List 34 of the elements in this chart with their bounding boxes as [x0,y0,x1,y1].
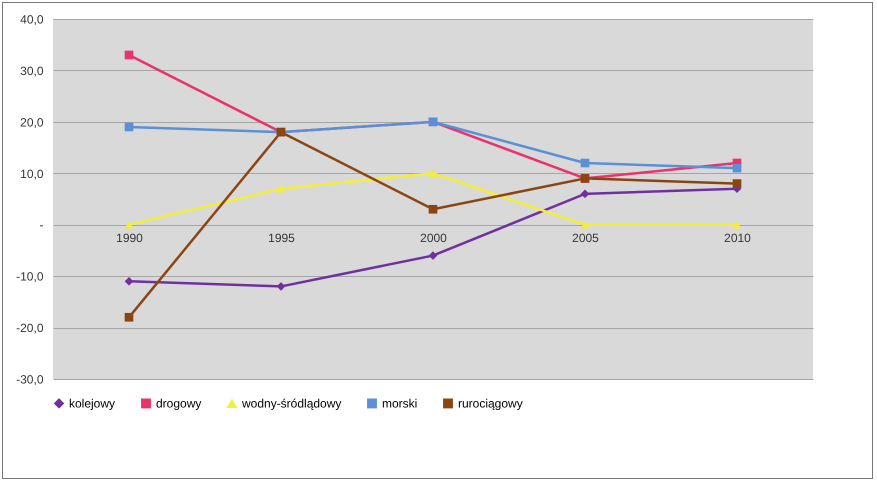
point [124,276,134,286]
point [124,220,134,228]
x-tick-label: 1995 [268,231,296,246]
point [124,50,134,60]
point [124,312,134,322]
y-tick-label: -20,0 [16,321,44,336]
point [124,122,134,132]
point [580,220,590,228]
x-tick-label: 1990 [116,231,144,246]
legend-label: rurociągowy [458,396,523,410]
y-tick-label: 40,0 [20,12,44,26]
x-tick-label: 2000 [420,231,448,246]
y-tick-label: 20,0 [20,115,44,130]
y-tick-label: -30,0 [16,372,44,386]
point [580,158,590,168]
point [428,170,438,178]
legend-label: kolejowy [69,396,116,410]
point [428,204,438,214]
legend-label: drogowy [156,396,202,410]
point [732,164,742,172]
legend-label: morski [382,396,418,410]
y-tick-label: 30,0 [20,64,44,78]
point [580,190,590,198]
y-tick-label: - [40,218,44,232]
x-tick-label: 2005 [572,231,600,246]
point [732,220,742,228]
point [428,251,438,260]
point [732,179,742,188]
y-tick-label: 10,0 [20,166,44,181]
legend-label: wodny-śródlądowy [241,396,342,411]
point [276,184,286,192]
y-tick-label: -10,0 [16,270,44,284]
x-tick-label: 2010 [724,231,752,246]
point [276,282,286,291]
